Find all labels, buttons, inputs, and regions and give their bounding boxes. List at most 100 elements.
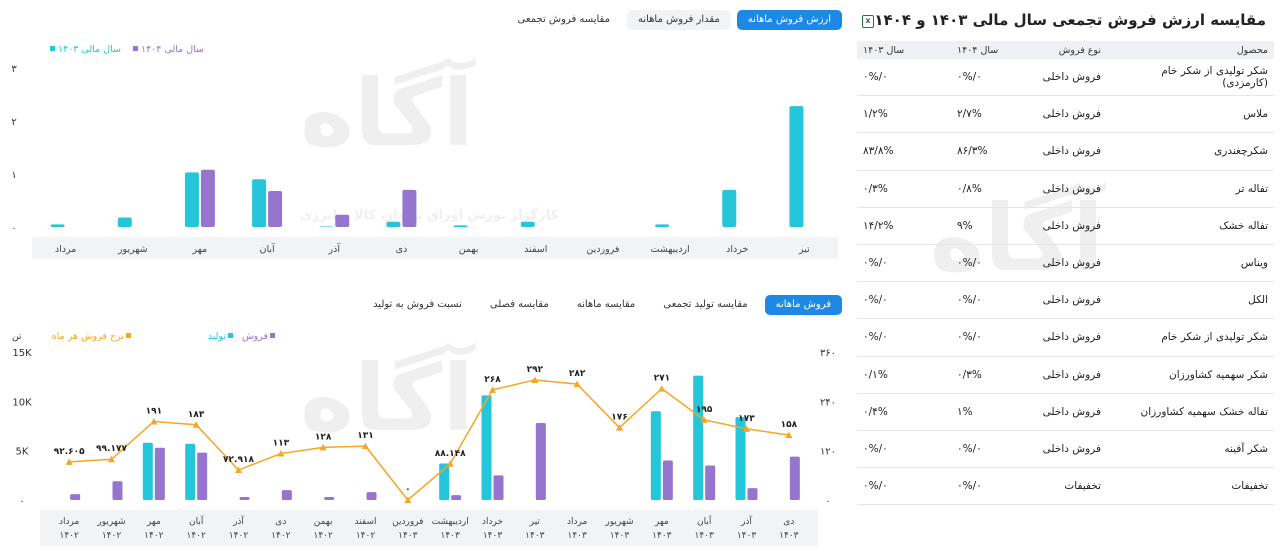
x-tick-year: ۱۴۰۲ bbox=[229, 531, 249, 541]
rate-point bbox=[616, 424, 623, 431]
col-year-1403: سال ۱۴۰۳ bbox=[857, 41, 951, 59]
table-row: ویناس فروش داخلی ۰%/۰ ۰%/۰ bbox=[857, 244, 1274, 283]
cell-product: شکر سهمیه کشاورزان bbox=[1107, 356, 1274, 394]
cell-year-1403: ۰%/۰ bbox=[857, 59, 951, 97]
x-tick-label: خرداد bbox=[726, 244, 748, 255]
bar-1403 bbox=[520, 221, 535, 227]
bar-sales bbox=[239, 497, 250, 500]
tab-monthly-comparison[interactable]: مقایسه ماهانه bbox=[576, 299, 636, 310]
bar-1403 bbox=[319, 226, 334, 227]
table-row: شکر تولیدی از شکر خام فروش داخلی ۰%/۰ ۰%/۰ bbox=[857, 318, 1274, 357]
table-row: تفاله خشک سهمیه کشاورزان فروش داخلی ۱% ۰/۴% bbox=[857, 393, 1274, 431]
table-row: الکل فروش داخلی ۰%/۰ ۰%/۰ bbox=[857, 281, 1274, 320]
bar-1403 bbox=[789, 106, 804, 227]
x-tick-year: ۱۴۰۳ bbox=[737, 531, 757, 541]
cell-sales-type: فروش داخلی bbox=[1015, 95, 1107, 134]
bar-sales bbox=[789, 456, 800, 500]
rate-point bbox=[700, 416, 708, 423]
rate-point bbox=[150, 417, 158, 425]
bar-sales bbox=[281, 490, 292, 500]
cell-year-1404: ۰%/۰ bbox=[951, 318, 1015, 357]
excel-export-icon[interactable]: x bbox=[862, 15, 874, 28]
table-row: شکر سهمیه کشاورزان فروش داخلی ۰/۳% ۰/۱% bbox=[857, 356, 1274, 394]
x-tick-label: خرداد bbox=[482, 517, 503, 527]
rate-data-label: ۱۳۱ bbox=[357, 431, 373, 441]
cell-sales-type: تخفیفات bbox=[1015, 467, 1107, 506]
tab-monthly-sales-value[interactable]: ارزش فروش ماهانه bbox=[736, 10, 842, 30]
rate-data-label: ۲۷۱ bbox=[654, 374, 670, 384]
y-tick-label: ۰ bbox=[11, 223, 16, 234]
x-tick-label: آبان bbox=[189, 515, 204, 527]
x-tick-year: ۱۴۰۳ bbox=[440, 531, 460, 541]
cell-year-1404: ۰%/۰ bbox=[951, 59, 1015, 97]
col-year-1404: سال ۱۴۰۴ bbox=[951, 41, 1015, 59]
cell-sales-type: فروش داخلی bbox=[1015, 170, 1107, 208]
rate-point bbox=[658, 385, 666, 392]
table-header-row: محصول نوع فروش سال ۱۴۰۴ سال ۱۴۰۳ bbox=[857, 41, 1274, 59]
cell-year-1404: ۰/۳% bbox=[951, 356, 1015, 394]
tab-monthly-sales[interactable]: فروش ماهانه bbox=[764, 295, 842, 315]
x-tick-year: ۱۴۰۳ bbox=[398, 531, 418, 541]
rate-point bbox=[489, 386, 496, 393]
rate-point bbox=[743, 425, 750, 432]
x-tick-year: ۱۴۰۲ bbox=[59, 531, 79, 541]
cell-sales-type: فروش داخلی bbox=[1015, 59, 1107, 97]
bar-sales bbox=[154, 447, 165, 500]
x-axis-band bbox=[32, 237, 838, 259]
legend-label: سال مالی ۱۴۰۳ bbox=[58, 44, 121, 55]
x-tick-year: ۱۴۰۳ bbox=[610, 531, 630, 541]
x-tick-year: ۱۴۰۳ bbox=[483, 531, 503, 541]
cell-year-1403: ۰%/۰ bbox=[857, 467, 951, 506]
tab-sales-to-production[interactable]: نسبت فروش به تولید bbox=[373, 299, 462, 310]
bar-production bbox=[185, 443, 196, 500]
rate-point bbox=[235, 466, 242, 474]
x-tick-year: ۱۴۰۲ bbox=[356, 531, 376, 541]
legend-swatch bbox=[50, 46, 55, 51]
bar-1404 bbox=[402, 189, 417, 227]
bar-sales bbox=[70, 494, 81, 500]
y-left-tick-label: 10K bbox=[12, 397, 32, 408]
y-tick-label: ۱ bbox=[11, 170, 16, 181]
table-row: ملاس فروش داخلی ۲/۷% ۱/۲% bbox=[857, 95, 1274, 134]
cell-year-1403: ۸۳/۸% bbox=[857, 132, 951, 171]
rate-data-label: ۱۵۸ bbox=[781, 420, 798, 430]
legend-swatch bbox=[126, 333, 131, 338]
tab-seasonal-comparison[interactable]: مقایسه فصلی bbox=[489, 299, 549, 310]
rate-point bbox=[362, 442, 369, 450]
legend-label: فروش bbox=[242, 331, 268, 342]
bar-production bbox=[142, 442, 153, 500]
table-row: تفاله خشک فروش داخلی ۹% ۱۴/۲% bbox=[857, 207, 1274, 245]
cell-sales-type: فروش داخلی bbox=[1015, 244, 1107, 283]
y-left-tick-label: ۰ bbox=[19, 496, 24, 507]
x-axis-band bbox=[40, 510, 818, 546]
rate-point bbox=[573, 380, 581, 388]
bar-1403 bbox=[252, 179, 267, 227]
x-tick-year: ۱۴۰۲ bbox=[102, 531, 122, 541]
x-tick-label: مرداد bbox=[59, 517, 79, 527]
bar-production bbox=[481, 395, 492, 500]
tab-monthly-sales-quantity[interactable]: مقدار فروش ماهانه bbox=[626, 10, 731, 30]
legend-label: سال مالی ۱۴۰۴ bbox=[141, 44, 204, 55]
cell-sales-type: فروش داخلی bbox=[1015, 281, 1107, 320]
bar-sales bbox=[197, 452, 208, 500]
y-left-tick-label: 5K bbox=[16, 447, 29, 458]
x-tick-label: شهریور bbox=[117, 244, 148, 255]
cell-year-1404: ۰/۸% bbox=[951, 170, 1015, 208]
x-tick-label: فروردین bbox=[392, 517, 423, 527]
tab-cumulative-sales-comparison[interactable]: مقایسه فروش تجمعی bbox=[517, 14, 610, 25]
rate-data-label: ۱۲۸ bbox=[315, 432, 332, 442]
x-tick-label: مهر bbox=[192, 244, 208, 255]
monthly-sales-production-chart: تن فروش تولید نرخ فروش هر ماه ۰ 5K 10K 15K ۰ ۱۲۰ ۲… bbox=[12, 331, 836, 546]
x-tick-year: ۱۴۰۳ bbox=[652, 531, 672, 541]
rate-point bbox=[531, 376, 539, 383]
y-tick-label: ۳ bbox=[11, 64, 17, 75]
bar-sales bbox=[535, 423, 546, 500]
x-tick-label: مرداد bbox=[55, 244, 76, 255]
x-tick-label: مهر bbox=[146, 517, 161, 527]
rate-data-label: ۰ bbox=[405, 485, 411, 495]
x-tick-year: ۱۴۰۳ bbox=[694, 531, 714, 541]
x-tick-label: فروردین bbox=[586, 244, 619, 255]
rate-data-label: ۱۹۱ bbox=[146, 406, 162, 416]
tab-cumulative-production[interactable]: مقایسه تولید تجمعی bbox=[663, 299, 748, 310]
rate-data-label: ۹۹.۱۷۷ bbox=[96, 444, 127, 454]
